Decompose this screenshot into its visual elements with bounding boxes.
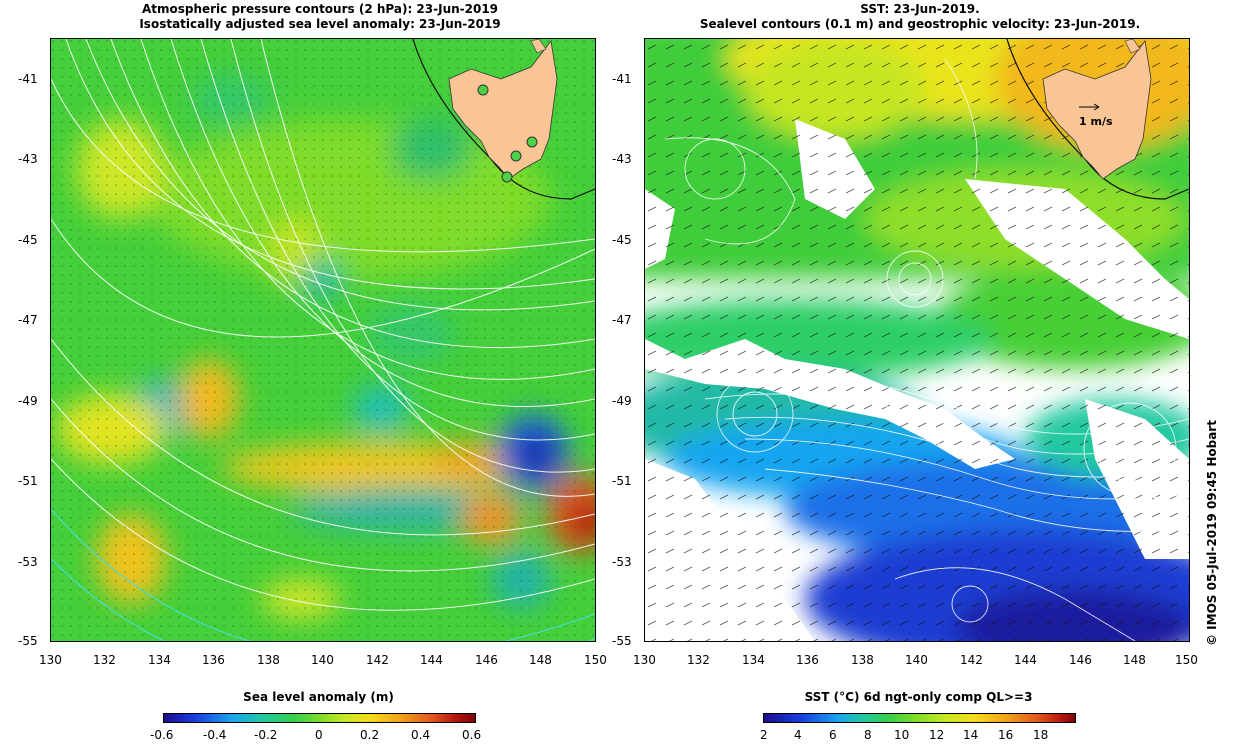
- lat-tick-label: -49: [18, 394, 38, 408]
- sst-colorbar-tick: 18: [1033, 728, 1049, 742]
- sla-colorbar: [163, 713, 476, 723]
- lon-tick-label: 130: [633, 653, 656, 667]
- station-marker: [501, 171, 513, 183]
- sst-colorbar-tick: 8: [864, 728, 872, 742]
- lat-tick-label: -47: [612, 313, 632, 327]
- sla-colorbar-title: Sea level anomaly (m): [243, 690, 394, 704]
- sla-colorbar-tick: 0.6: [462, 728, 482, 742]
- sst-colorbar-tick: 12: [929, 728, 945, 742]
- lon-tick-label: 138: [851, 653, 874, 667]
- lat-tick-label: -51: [612, 474, 632, 488]
- sla-colorbar-tick: -0.4: [203, 728, 227, 742]
- right-panel-title: SST: 23-Jun-2019. Sealevel contours (0.1…: [640, 2, 1200, 32]
- lon-tick-label: 132: [687, 653, 710, 667]
- sla-colorbar-tick: 0.4: [411, 728, 431, 742]
- station-marker: [477, 84, 489, 96]
- sst-map: 1 m/s: [644, 38, 1190, 642]
- sst-colorbar-tick: 6: [829, 728, 837, 742]
- lat-tick-label: -43: [612, 152, 632, 166]
- lon-tick-label: 148: [1123, 653, 1146, 667]
- sst-colorbar-tick: 14: [963, 728, 979, 742]
- lat-tick-label: -49: [612, 394, 632, 408]
- lon-tick-label: 144: [1014, 653, 1037, 667]
- lat-tick-label: -47: [18, 313, 38, 327]
- sealevel-contours: [664, 58, 1189, 641]
- sst-map-svg: [645, 39, 1189, 641]
- lat-tick-label: -51: [18, 474, 38, 488]
- tasmania-land: [1042, 40, 1152, 180]
- sst-colorbar-title: SST (°C) 6d ngt-only comp QL>=3: [804, 690, 1033, 704]
- lon-tick-label: 134: [148, 653, 171, 667]
- left-panel-title: Atmospheric pressure contours (2 hPa): 2…: [60, 2, 580, 32]
- lat-tick-label: -41: [612, 72, 632, 86]
- lat-tick-label: -53: [612, 555, 632, 569]
- lon-tick-label: 142: [960, 653, 983, 667]
- sst-colorbar-tick: 10: [894, 728, 910, 742]
- sst-colorbar: [763, 713, 1076, 723]
- sst-colorbar-tick: 16: [998, 728, 1014, 742]
- lon-tick-label: 144: [420, 653, 443, 667]
- right-title-line1: SST: 23-Jun-2019.: [860, 2, 980, 16]
- sla-colorbar-tick: 0: [315, 728, 323, 742]
- left-title-line2: Isostatically adjusted sea level anomaly…: [139, 17, 501, 31]
- left-title-line1: Atmospheric pressure contours (2 hPa): 2…: [141, 2, 499, 16]
- sla-colorbar-tick: -0.6: [150, 728, 174, 742]
- copyright-text: © IMOS 05-Jul-2019 09:45 Hobart: [1205, 420, 1219, 646]
- sea-level-anomaly-map: [50, 38, 596, 642]
- pressure-contours-low: [51, 508, 595, 641]
- pressure-contours: [51, 39, 595, 611]
- lat-tick-label: -55: [612, 634, 632, 648]
- velocity-scale-label: 1 m/s: [1079, 115, 1113, 128]
- station-marker: [526, 136, 538, 148]
- lat-tick-label: -45: [18, 233, 38, 247]
- flinders-island: [1124, 39, 1141, 54]
- velocity-scale-arrow: [1079, 103, 1100, 111]
- sst-colorbar-tick: 2: [760, 728, 768, 742]
- lon-tick-label: 136: [202, 653, 225, 667]
- lat-tick-label: -53: [18, 555, 38, 569]
- lon-tick-label: 130: [39, 653, 62, 667]
- lon-tick-label: 134: [742, 653, 765, 667]
- lon-tick-label: 148: [529, 653, 552, 667]
- lon-tick-label: 138: [257, 653, 280, 667]
- sla-colorbar-tick: -0.2: [254, 728, 278, 742]
- lon-tick-label: 140: [905, 653, 928, 667]
- station-marker: [510, 150, 522, 162]
- sla-colorbar-tick: 0.2: [360, 728, 380, 742]
- lon-tick-label: 146: [1069, 653, 1092, 667]
- sla-map-svg: [51, 39, 595, 641]
- lon-tick-label: 136: [796, 653, 819, 667]
- lat-tick-label: -55: [18, 634, 38, 648]
- lon-tick-label: 146: [475, 653, 498, 667]
- lon-tick-label: 132: [93, 653, 116, 667]
- lat-tick-label: -41: [18, 72, 38, 86]
- flinders-island: [530, 39, 547, 54]
- lon-tick-label: 150: [1175, 653, 1198, 667]
- right-title-line2: Sealevel contours (0.1 m) and geostrophi…: [699, 17, 1141, 31]
- lat-tick-label: -43: [18, 152, 38, 166]
- lon-tick-label: 142: [366, 653, 389, 667]
- lat-tick-label: -45: [612, 233, 632, 247]
- sst-colorbar-tick: 4: [794, 728, 802, 742]
- lon-tick-label: 150: [584, 653, 607, 667]
- lon-tick-label: 140: [311, 653, 334, 667]
